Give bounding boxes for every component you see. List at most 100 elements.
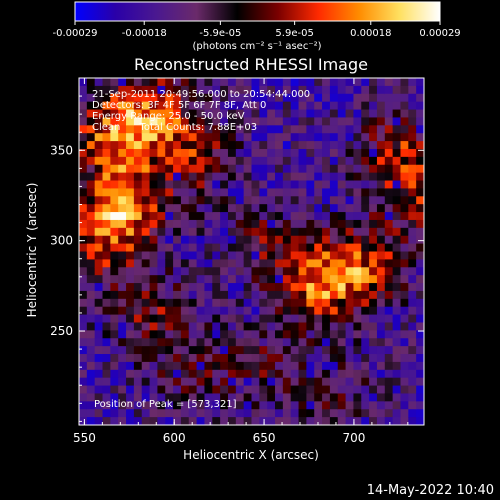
heatmap-cell <box>400 78 409 87</box>
heatmap-cell <box>149 330 159 339</box>
heatmap-cell <box>353 377 362 387</box>
heatmap-cell <box>361 377 370 387</box>
heatmap-cell <box>275 417 284 425</box>
heatmap-cell <box>196 322 206 331</box>
heatmap-cell <box>282 298 292 308</box>
heatmap-cell <box>188 93 198 103</box>
heatmap-cell <box>298 227 307 237</box>
heatmap-cell <box>376 235 386 245</box>
heatmap-cell <box>165 417 174 425</box>
heatmap-cell <box>79 290 88 300</box>
heatmap-cell <box>118 314 127 324</box>
heatmap-cell <box>416 227 424 237</box>
heatmap-cell <box>353 196 362 205</box>
heatmap-cell <box>376 141 386 150</box>
heatmap-cell <box>110 275 119 284</box>
heatmap-cell <box>314 93 323 103</box>
heatmap-cell <box>157 243 166 253</box>
heatmap-cell <box>196 101 206 111</box>
heatmap-cell <box>165 267 174 276</box>
heatmap-cell <box>337 369 347 379</box>
heatmap-cell <box>416 322 424 331</box>
heatmap-cell <box>345 330 355 339</box>
heatmap-cell <box>220 227 229 237</box>
heatmap-cell <box>118 93 127 103</box>
heatmap-cell <box>384 227 394 237</box>
heatmap-cell <box>369 180 378 190</box>
heatmap-cell <box>196 251 206 260</box>
heatmap-cell <box>220 133 229 142</box>
heatmap-cell <box>220 243 229 253</box>
heatmap-cell <box>306 346 315 355</box>
heatmap-cell <box>416 259 424 268</box>
heatmap-cell <box>180 164 190 174</box>
heatmap-cell <box>345 141 355 150</box>
heatmap-cell <box>416 235 424 245</box>
heatmap-cell <box>329 306 339 316</box>
heatmap-cell <box>329 290 339 300</box>
heatmap-cell <box>408 117 417 126</box>
heatmap-cell <box>243 283 253 292</box>
heatmap-cell <box>298 385 307 395</box>
heatmap-cell <box>290 212 300 221</box>
heatmap-cell <box>220 141 229 150</box>
heatmap-cell <box>329 85 339 95</box>
heatmap-cell <box>337 298 347 308</box>
heatmap-cell <box>290 377 300 387</box>
heatmap-cell <box>79 188 88 197</box>
heatmap-cell <box>251 401 260 410</box>
heatmap-cell <box>102 125 111 134</box>
heatmap-cell <box>329 393 339 402</box>
heatmap-cell <box>243 377 253 387</box>
heatmap-cell <box>306 164 315 174</box>
heatmap-cell <box>251 172 260 182</box>
heatmap-cell <box>416 314 424 324</box>
heatmap-cell <box>275 156 284 166</box>
heatmap-cell <box>180 330 190 339</box>
heatmap-cell <box>337 251 347 260</box>
heatmap-cell <box>400 212 409 221</box>
heatmap-cell <box>133 346 143 355</box>
heatmap-cell <box>110 306 119 316</box>
heatmap-cell <box>353 290 362 300</box>
heatmap-cell <box>376 212 386 221</box>
heatmap-cell <box>118 322 127 331</box>
heatmap-cell <box>408 219 417 229</box>
heatmap-cell <box>392 251 402 260</box>
heatmap-cell <box>188 346 198 355</box>
heatmap-cell <box>282 172 292 182</box>
heatmap-cell <box>157 101 166 111</box>
heatmap-cell <box>133 101 143 111</box>
heatmap-cell <box>329 101 339 111</box>
heatmap-cell <box>329 196 339 205</box>
heatmap-cell <box>141 227 151 237</box>
heatmap-cell <box>102 298 111 308</box>
heatmap-cell <box>337 377 347 387</box>
heatmap-cell <box>282 164 292 174</box>
heatmap-cell <box>235 298 245 308</box>
heatmap-cell <box>345 180 355 190</box>
heatmap-cell <box>157 251 166 260</box>
heatmap-cell <box>408 141 417 150</box>
heatmap-cell <box>188 377 198 387</box>
heatmap-cell <box>329 227 339 237</box>
heatmap-cell <box>376 330 386 339</box>
heatmap-cell <box>126 117 135 126</box>
heatmap-cell <box>86 227 96 237</box>
heatmap-cell <box>243 330 253 339</box>
heatmap-cell <box>259 338 268 347</box>
heatmap-cell <box>416 172 424 182</box>
heatmap-cell <box>165 204 174 213</box>
heatmap-cell <box>212 117 221 126</box>
heatmap-cell <box>369 227 378 237</box>
heatmap-cell <box>314 172 323 182</box>
heatmap-cell <box>212 204 221 213</box>
heatmap-cell <box>345 204 355 213</box>
heatmap-cell <box>345 85 355 95</box>
heatmap-cell <box>212 298 221 308</box>
heatmap-cell <box>259 180 268 190</box>
heatmap-cell <box>79 164 88 174</box>
heatmap-cell <box>102 78 111 87</box>
heatmap-cell <box>298 117 307 126</box>
heatmap-cell <box>149 290 159 300</box>
